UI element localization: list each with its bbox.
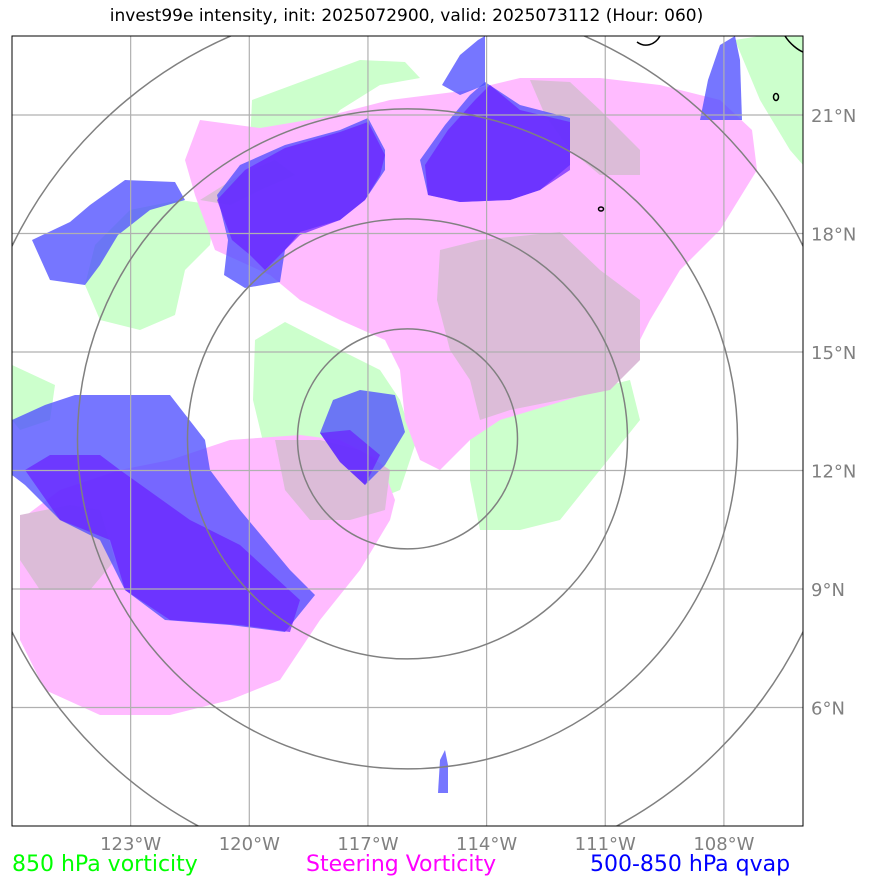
- longitude-tick-labels: 123°W 120°W 117°W 114°W 111°W 108°W: [100, 834, 755, 855]
- qvap-region: [32, 180, 185, 285]
- island-outline: [772, 92, 780, 102]
- island-outline: [597, 206, 605, 212]
- lon-tick-label: 111°W: [575, 834, 636, 855]
- qvap-core-layer: [25, 85, 570, 632]
- qvap-region: [442, 36, 485, 95]
- range-rings: [12, 36, 803, 826]
- range-ring: [186, 218, 629, 660]
- lon-tick-label: 123°W: [100, 834, 161, 855]
- lat-tick-label: 18°N: [811, 225, 856, 246]
- qvap-region: [700, 36, 742, 120]
- overlap-region: [530, 80, 640, 175]
- lon-tick-label: 120°W: [219, 834, 280, 855]
- qvap-region: [438, 750, 448, 793]
- map-frame: [11, 35, 804, 827]
- lat-tick-label: 12°N: [811, 462, 856, 483]
- legend-qvap: 500-850 hPa qvap: [590, 852, 791, 877]
- range-ring: [296, 328, 519, 550]
- overlap-layer: [20, 80, 640, 590]
- lon-tick-label: 114°W: [456, 834, 517, 855]
- lon-tick-label: 108°W: [693, 834, 754, 855]
- lat-tick-label: 6°N: [811, 699, 845, 720]
- coastline: [597, 36, 803, 212]
- lat-tick-label: 21°N: [811, 106, 856, 127]
- lat-tick-label: 15°N: [811, 343, 856, 364]
- qvap-core-region: [320, 430, 380, 485]
- legend-850-vorticity: 850 hPa vorticity: [12, 852, 198, 877]
- lon-tick-label: 117°W: [337, 834, 398, 855]
- qvap-core-region: [25, 455, 300, 632]
- lat-tick-label: 9°N: [811, 580, 845, 601]
- graticule: [12, 36, 803, 826]
- coastline-segment: [784, 36, 803, 53]
- overlap-region: [437, 232, 640, 420]
- vorticity-850-region: [470, 380, 640, 530]
- coastline-segment: [636, 36, 661, 46]
- qvap-core-region: [425, 85, 570, 202]
- map-title: invest99e intensity, init: 2025072900, v…: [109, 6, 704, 26]
- vorticity-850-region: [735, 36, 803, 165]
- range-ring: [76, 108, 739, 770]
- legend-steering-vorticity: Steering Vorticity: [306, 852, 497, 877]
- latitude-tick-labels: 6°N 9°N 12°N 15°N 18°N 21°N: [811, 106, 856, 720]
